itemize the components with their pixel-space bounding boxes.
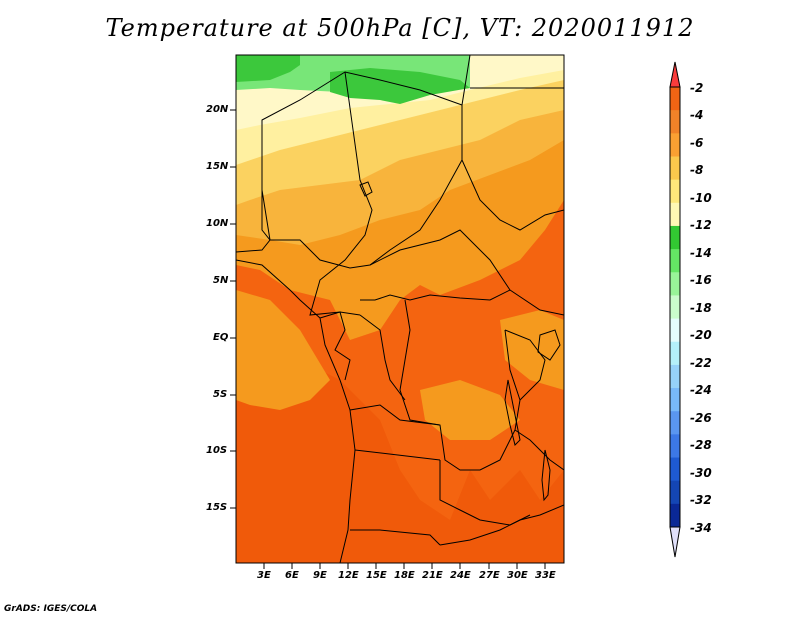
- colorbar-segment: [670, 388, 680, 412]
- colorbar-label: -22: [690, 356, 712, 370]
- colorbar-label: -28: [690, 438, 712, 452]
- colorbar-segment: [670, 318, 680, 343]
- border-east: [504, 289, 564, 471]
- colorbar-segment: [670, 411, 680, 435]
- colorbar-under-arrow: [669, 526, 681, 558]
- colorbar-segment: [670, 156, 680, 181]
- colorbar-segment: [670, 341, 680, 366]
- colorbar-label: -2: [690, 81, 704, 95]
- lat-label-15s: 15S: [206, 502, 228, 513]
- colorbar-label: -34: [690, 521, 712, 535]
- colorbar-segment: [670, 503, 680, 528]
- colorbar-segment: [670, 295, 680, 320]
- border-angola: [349, 404, 441, 546]
- colorbar-label: -10: [690, 191, 712, 205]
- field-orange-patch-lakes: [420, 380, 520, 440]
- border-nigeria: [236, 189, 271, 253]
- field-orange-patch-congo: [236, 290, 330, 410]
- border-lake-tanganyika: [504, 379, 521, 446]
- colorbar-segment: [670, 225, 680, 250]
- colorbar-label: -14: [690, 246, 712, 260]
- border-lake-chad: [359, 181, 373, 197]
- lat-label-10s: 10S: [206, 445, 228, 456]
- lat-label-5n: 5N: [213, 275, 229, 286]
- colorbar-label: -24: [690, 383, 712, 397]
- field-orange-patch-east: [500, 310, 564, 390]
- lat-label-5s: 5S: [213, 389, 228, 400]
- colorbar-label: -26: [690, 411, 712, 425]
- border-south-zambezi: [439, 504, 564, 546]
- lat-label-eq: EQ: [213, 332, 229, 343]
- colorbar-segment: [670, 87, 680, 111]
- colorbar-segment: [670, 480, 680, 505]
- border-lake-malawi: [541, 449, 551, 502]
- lon-label-33e: 33E: [535, 570, 556, 581]
- colorbar-label: -16: [690, 273, 712, 287]
- colorbar-label: -32: [690, 493, 712, 507]
- lon-label-6e: 6E: [285, 570, 299, 581]
- field-green-zone: [236, 55, 300, 82]
- border-lake-victoria: [537, 329, 561, 361]
- country-borders: [236, 55, 564, 563]
- colorbar-segment: [670, 110, 680, 134]
- colorbar-label: -12: [690, 218, 712, 232]
- lon-label-15e: 15E: [366, 570, 387, 581]
- lon-label-18e: 18E: [394, 570, 415, 581]
- grads-credit: GrADS: IGES/COLA: [4, 604, 98, 614]
- lat-label-20n: 20N: [206, 104, 229, 115]
- lon-label-9e: 9E: [313, 570, 327, 581]
- border-drc: [399, 299, 521, 471]
- plot-frame: [235, 54, 565, 564]
- lon-label-12e: 12E: [338, 570, 359, 581]
- colorbar-segment: [670, 202, 680, 227]
- border-car: [360, 229, 511, 301]
- lat-label-15n: 15N: [206, 161, 229, 172]
- border-cameroon: [309, 71, 373, 316]
- lon-label-3e: 3E: [257, 570, 271, 581]
- lon-label-30e: 30E: [507, 570, 528, 581]
- colorbar-segment: [670, 179, 680, 204]
- colorbar-label: -30: [690, 466, 712, 480]
- colorbar-label: -6: [690, 136, 704, 150]
- map-title: Temperature at 500hPa [C], VT: 202001191…: [105, 14, 695, 42]
- colorbar-label: -20: [690, 328, 712, 342]
- colorbar-segment: [670, 272, 680, 296]
- lon-label-21e: 21E: [422, 570, 443, 581]
- border-niger-chad: [261, 71, 463, 269]
- border-gabon-congo: [319, 311, 406, 401]
- border-chad-sudan: [461, 55, 564, 231]
- colorbar-label: -4: [690, 108, 704, 122]
- colorbar-over-arrow: [669, 61, 681, 88]
- colorbar-frame: [669, 86, 681, 528]
- colorbar-label: -18: [690, 301, 712, 315]
- temperature-field: [236, 55, 564, 563]
- lon-label-27e: 27E: [479, 570, 500, 581]
- colorbar-segment: [670, 249, 680, 273]
- colorbar-segments: [670, 87, 680, 528]
- lon-label-24e: 24E: [450, 570, 471, 581]
- colorbar: [669, 61, 681, 558]
- colorbar-segment: [670, 457, 680, 482]
- axis-ticks: [230, 109, 546, 569]
- colorbar-label: -8: [690, 163, 704, 177]
- colorbar-segment: [670, 434, 680, 459]
- border-west-coast: [236, 259, 356, 563]
- lat-label-10n: 10N: [206, 218, 229, 229]
- colorbar-segment: [670, 133, 680, 157]
- colorbar-segment: [670, 364, 680, 389]
